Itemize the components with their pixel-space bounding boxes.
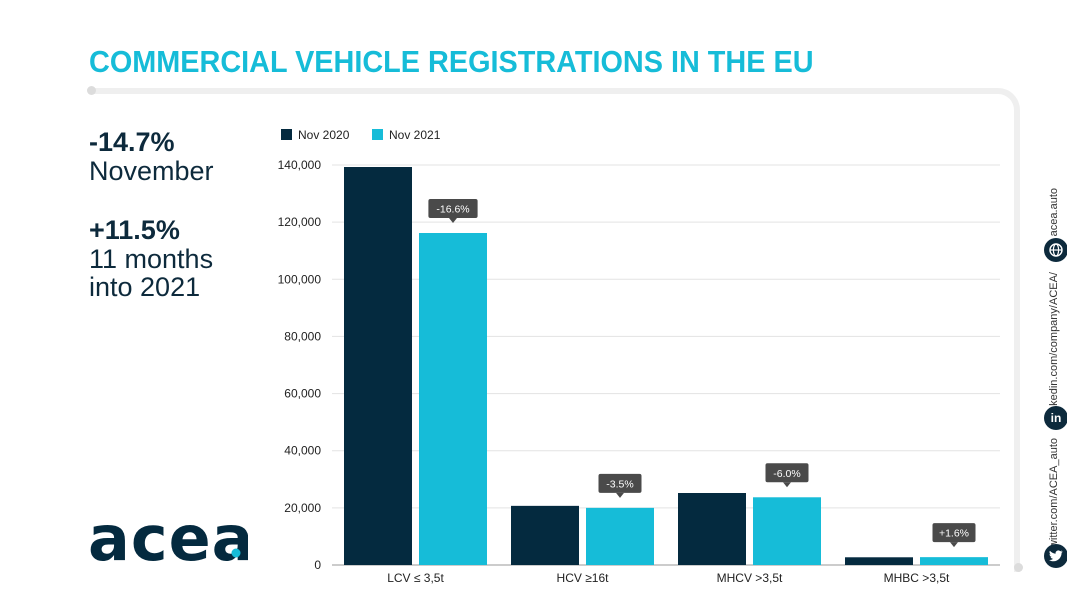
annotation-pointer (616, 492, 624, 498)
linkedin-icon[interactable]: in (1044, 406, 1067, 430)
bar-nov-2021 (920, 557, 988, 565)
bar-nov-2021 (419, 233, 487, 565)
bar-nov-2021 (753, 497, 821, 565)
x-tick-label: MHCV >3,5t (717, 571, 783, 585)
bar-nov-2021 (586, 507, 654, 565)
kpi-value: -14.7% (89, 127, 175, 157)
annotation-label: +1.6% (939, 528, 969, 540)
legend-label: Nov 2021 (389, 128, 441, 142)
website-text[interactable]: acea.auto (1048, 188, 1060, 237)
x-tick-label: HCV ≥16t (557, 571, 610, 585)
page-title: COMMERCIAL VEHICLE REGISTRATIONS IN THE … (89, 44, 814, 79)
y-tick-label: 120,000 (278, 215, 322, 229)
y-tick-label: 40,000 (284, 444, 321, 458)
y-tick-label: 100,000 (278, 272, 322, 286)
y-tick-label: 80,000 (284, 329, 321, 343)
x-tick-label: LCV ≤ 3,5t (387, 571, 444, 585)
annotation-badge (932, 523, 976, 543)
acea-logo: acea (88, 508, 248, 572)
kpi-label: 11 months into 2021 (89, 243, 214, 303)
social-bar: acea.auto linkedin.com/company/ACEA/ in … (1034, 180, 1067, 580)
bar-nov-2020 (344, 167, 412, 565)
annotation-pointer (449, 218, 457, 223)
annotation-label: -3.5% (606, 478, 633, 490)
legend-swatch (281, 129, 292, 140)
y-tick-label: 20,000 (284, 501, 321, 515)
bar-nov-2020 (845, 557, 913, 565)
frame-dot (87, 86, 96, 95)
legend-label: Nov 2020 (298, 128, 350, 142)
kpi-november: -14.7% November (89, 128, 214, 185)
y-tick-label: 60,000 (284, 387, 321, 401)
legend-swatch (372, 129, 383, 140)
annotation-badge (428, 199, 478, 218)
kpi-label: November (89, 155, 214, 186)
annotation-badge (598, 473, 642, 493)
kpi-ytd: +11.5% 11 months into 2021 (89, 216, 249, 302)
content-frame (90, 88, 1020, 572)
linkedin-text[interactable]: linkedin.com/company/ACEA/ (1048, 272, 1060, 417)
twitter-text[interactable]: twitter.com/ACEA_auto (1048, 438, 1060, 552)
kpi-value: +11.5% (89, 215, 180, 245)
annotation-label: -16.6% (436, 204, 469, 216)
bar-nov-2020 (678, 493, 746, 565)
logo-dot (231, 548, 241, 558)
frame-dot (1014, 563, 1023, 572)
annotation-badge (765, 463, 809, 483)
twitter-icon[interactable] (1044, 544, 1067, 568)
logo-text: acea (88, 508, 248, 572)
globe-icon[interactable] (1044, 238, 1067, 262)
x-tick-label: MHBC >3,5t (884, 571, 950, 585)
annotation-label: -6.0% (773, 468, 800, 480)
annotation-pointer (783, 482, 791, 488)
y-tick-label: 0 (314, 558, 321, 572)
y-tick-label: 140,000 (278, 158, 322, 172)
bar-nov-2020 (511, 505, 579, 565)
annotation-pointer (950, 542, 958, 548)
